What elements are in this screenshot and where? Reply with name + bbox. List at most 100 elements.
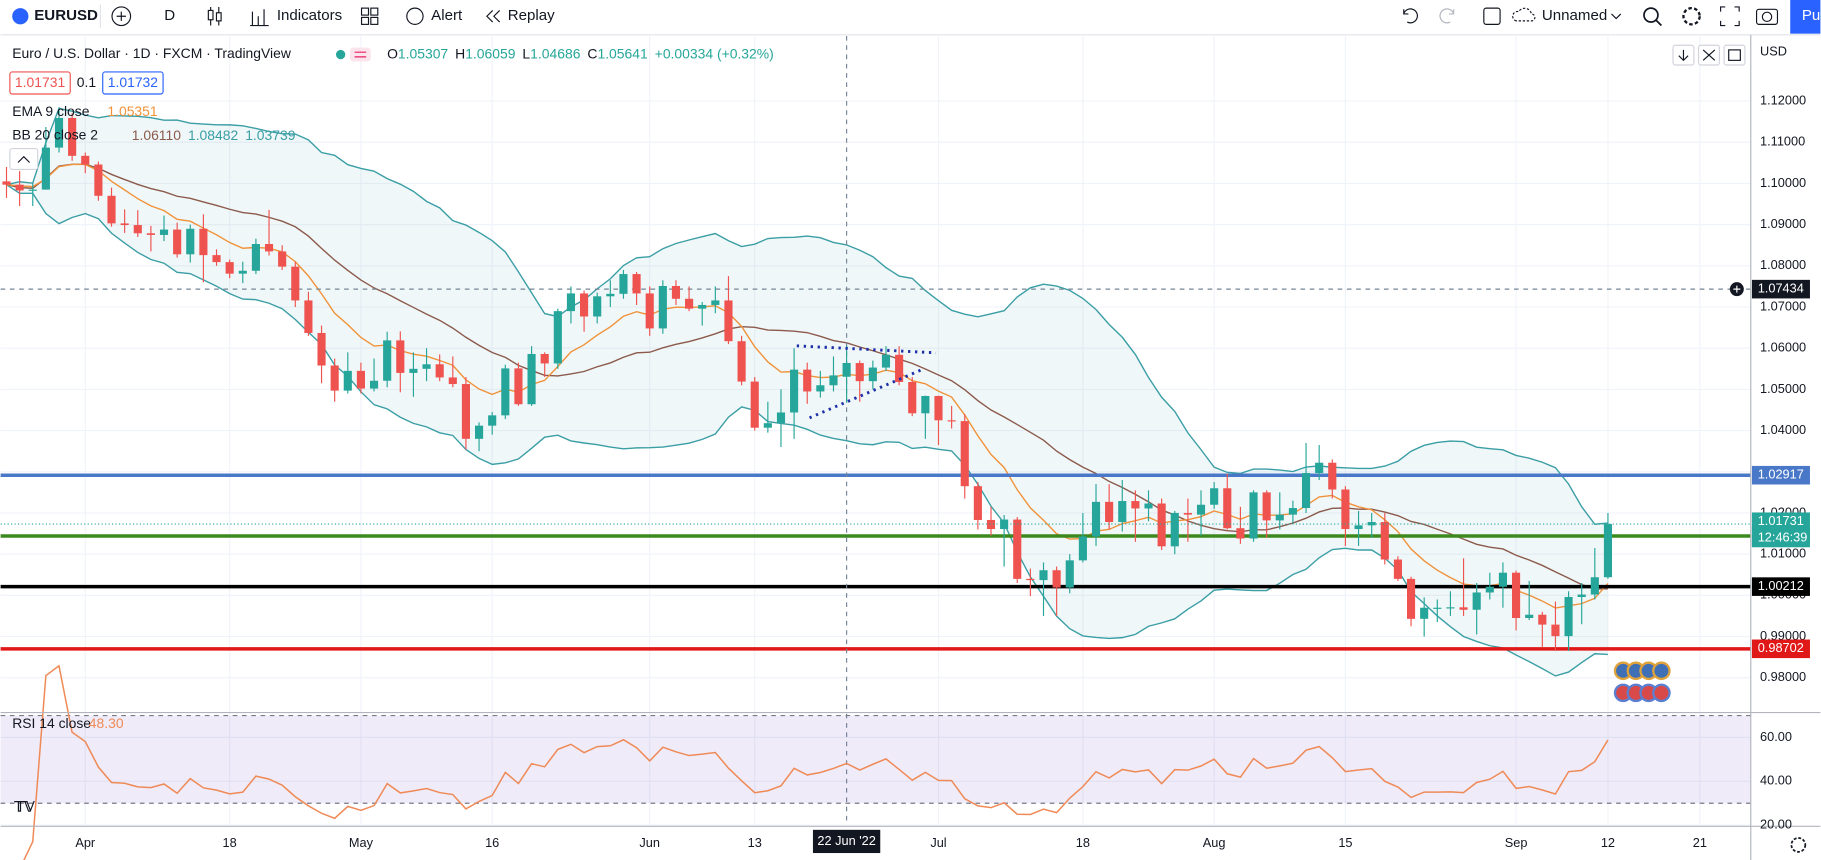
layout-icon[interactable] — [1483, 7, 1501, 25]
candle-body — [28, 189, 37, 191]
candle-body — [632, 274, 641, 294]
symbol-icon — [12, 8, 29, 25]
candle-body — [1236, 528, 1245, 539]
candle-body — [146, 233, 155, 235]
candle-body — [68, 117, 77, 156]
alert-icon — [406, 7, 424, 25]
candle-body — [501, 368, 510, 416]
candle-body — [1301, 473, 1311, 509]
x-tick-label: Aug — [1203, 835, 1226, 850]
candle-body — [1525, 614, 1534, 619]
ema-readout: 1.05351 — [107, 103, 158, 119]
us-flag[interactable] — [1652, 683, 1671, 703]
candle-body — [186, 228, 195, 255]
ask-box[interactable] — [102, 71, 164, 95]
candle-body — [1131, 501, 1140, 509]
fullscreen-icon[interactable] — [1720, 6, 1740, 27]
snapshot-icon[interactable] — [1755, 8, 1779, 25]
crosshair-add-icon — [1733, 285, 1741, 293]
pane-button[interactable] — [1723, 44, 1746, 66]
candle-body — [1603, 524, 1613, 578]
interval[interactable]: D — [164, 7, 175, 24]
candle-body — [1354, 525, 1363, 530]
level-label-bg — [1751, 577, 1810, 596]
bid-box[interactable] — [9, 71, 71, 95]
y-tick-label: 1.04000 — [1760, 422, 1806, 437]
x-tick-label: 16 — [485, 835, 499, 850]
symbol[interactable]: EURUSD — [34, 7, 98, 24]
y-tick-label: 1.07000 — [1760, 298, 1806, 313]
candle-body — [763, 423, 772, 428]
level-label: 0.98702 — [1758, 640, 1804, 655]
replay-button[interactable]: Replay — [508, 7, 555, 24]
candle-body — [1406, 578, 1416, 619]
y-tick-label: 1.01000 — [1760, 546, 1806, 561]
candle-body — [1210, 488, 1219, 505]
candle-body — [225, 262, 234, 274]
candle-body — [488, 415, 497, 426]
publish-button-bg[interactable] — [1790, 0, 1821, 34]
ohlc-label: L — [522, 45, 530, 61]
add-symbol[interactable] — [111, 6, 132, 27]
templates-icon[interactable] — [360, 7, 370, 16]
redo[interactable] — [1439, 8, 1455, 24]
candle-body — [737, 341, 746, 382]
data-status — [349, 47, 371, 62]
triangle-drawing[interactable] — [796, 344, 937, 420]
plot — [0, 35, 1751, 860]
rsi-tick-label: 40.00 — [1760, 773, 1792, 788]
collapse-legend[interactable] — [9, 147, 39, 171]
bb-readout: 1.06110 1.08482 1.03739 — [132, 126, 296, 142]
axis-settings[interactable] — [1790, 837, 1807, 853]
candle-body — [1262, 492, 1271, 521]
undo[interactable] — [1403, 8, 1418, 24]
publish-button[interactable]: Pu — [1802, 7, 1820, 24]
eu-flag[interactable] — [1652, 661, 1671, 681]
candle-body — [645, 293, 654, 329]
x-tick-label: Jun — [639, 835, 660, 850]
layout-menu[interactable] — [1611, 13, 1622, 20]
bid: 1.01731 — [15, 74, 66, 90]
candle-body — [1052, 570, 1061, 588]
collapse-icon — [17, 155, 31, 163]
overlay: Euro / U.S. Dollar · 1D · FXCM · Trading… — [9, 44, 1810, 854]
crosshair-y-label-bg — [1751, 279, 1810, 299]
indicators-icon — [250, 9, 269, 27]
y-tick-label: 0.98000 — [1760, 669, 1806, 684]
indicators-button[interactable]: Indicators — [277, 7, 342, 24]
currency[interactable]: USD — [1760, 44, 1787, 59]
logo: 𝕋𝕍 — [14, 798, 36, 814]
event-flags[interactable] — [1613, 661, 1671, 703]
level-label: 1.00212 — [1758, 578, 1804, 593]
candle-body — [803, 369, 812, 392]
candle-body — [212, 255, 221, 263]
candle-body — [868, 367, 877, 382]
pane-icon — [1702, 49, 1716, 61]
layout-name[interactable]: Unnamed — [1542, 7, 1607, 24]
candle-body — [829, 375, 838, 386]
templates-icon — [360, 16, 370, 25]
bb-value: 1.06110 — [132, 126, 182, 142]
x-tick-label: 18 — [1076, 835, 1090, 850]
candle-body — [1039, 570, 1048, 581]
y-tick-label: 1.12000 — [1760, 92, 1806, 107]
pane-icon — [1728, 49, 1741, 61]
candle-body — [435, 364, 444, 378]
bb-value: 1.08482 — [188, 126, 239, 142]
candle-body — [383, 340, 392, 381]
candle-body — [934, 395, 943, 421]
candle-body — [1551, 624, 1560, 637]
candle-body — [842, 362, 851, 377]
candle-body — [1196, 504, 1206, 515]
settings-icon[interactable] — [1682, 6, 1701, 26]
candle-body — [593, 296, 602, 317]
candle-body — [1170, 512, 1179, 547]
x-tick-label: 21 — [1693, 835, 1707, 850]
search-icon[interactable] — [1643, 7, 1659, 23]
alert-button[interactable]: Alert — [431, 7, 463, 24]
last-price-label: 1.01731 — [1758, 513, 1804, 528]
candle-body — [94, 164, 103, 196]
